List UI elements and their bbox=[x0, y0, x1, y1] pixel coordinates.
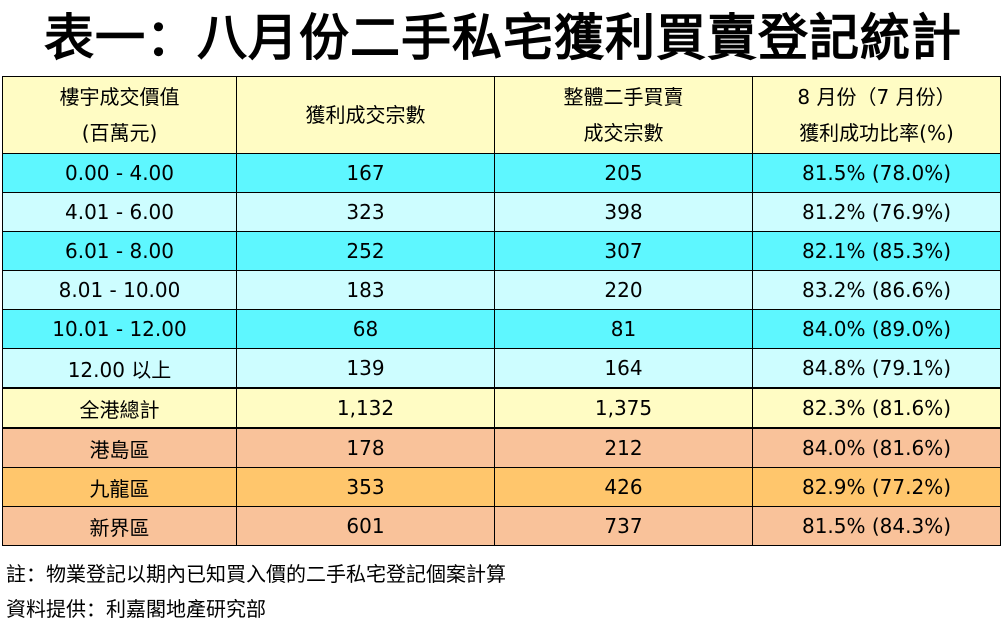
cell-range: 九龍區 bbox=[2, 467, 237, 507]
cell-profit: 601 bbox=[236, 506, 495, 546]
cell-total: 81 bbox=[494, 309, 753, 349]
cell-profit: 68 bbox=[236, 309, 495, 349]
header-success-rate: 8 月份（7 月份） 獲利成功比率(%) bbox=[752, 76, 1001, 154]
stats-table: 樓宇成交價值 (百萬元) 獲利成交宗數 整體二手買賣 成交宗數 8 月份（7 月… bbox=[2, 76, 1001, 546]
table-row: 8.01 - 10.00 183 220 83.2% (86.6%) bbox=[2, 270, 1001, 310]
cell-profit: 139 bbox=[236, 348, 495, 389]
cell-profit: 1,132 bbox=[236, 387, 495, 429]
cell-range: 8.01 - 10.00 bbox=[2, 270, 237, 310]
header-price-range: 樓宇成交價值 (百萬元) bbox=[2, 76, 237, 154]
header-price-range-line2: (百萬元) bbox=[81, 121, 158, 145]
cell-profit: 183 bbox=[236, 270, 495, 310]
cell-range: 6.01 - 8.00 bbox=[2, 231, 237, 271]
table-row: 4.01 - 6.00 323 398 81.2% (76.9%) bbox=[2, 192, 1001, 232]
cell-rate: 82.3% (81.6%) bbox=[752, 387, 1001, 429]
table-row: 10.01 - 12.00 68 81 84.0% (89.0%) bbox=[2, 309, 1001, 349]
header-profit-count: 獲利成交宗數 bbox=[236, 76, 495, 154]
cell-rate: 84.0% (81.6%) bbox=[752, 427, 1001, 468]
footnote: 註：物業登記以期內已知買入價的二手私宅登記個案計算 bbox=[6, 562, 506, 586]
cell-range: 4.01 - 6.00 bbox=[2, 192, 237, 232]
cell-profit: 167 bbox=[236, 153, 495, 193]
cell-rate: 82.9% (77.2%) bbox=[752, 467, 1001, 507]
cell-total: 426 bbox=[494, 467, 753, 507]
cell-rate: 83.2% (86.6%) bbox=[752, 270, 1001, 310]
cell-total: 220 bbox=[494, 270, 753, 310]
region-row-hk-island: 港島區 178 212 84.0% (81.6%) bbox=[2, 427, 1001, 468]
cell-rate: 81.5% (78.0%) bbox=[752, 153, 1001, 193]
header-total-count: 整體二手買賣 成交宗數 bbox=[494, 76, 753, 154]
cell-total: 737 bbox=[494, 506, 753, 546]
cell-profit: 252 bbox=[236, 231, 495, 271]
cell-rate: 84.8% (79.1%) bbox=[752, 348, 1001, 389]
header-total-count-line2: 成交宗數 bbox=[583, 121, 664, 145]
cell-total: 307 bbox=[494, 231, 753, 271]
cell-range: 0.00 - 4.00 bbox=[2, 153, 237, 193]
table-row: 12.00 以上 139 164 84.8% (79.1%) bbox=[2, 348, 1001, 389]
header-success-rate-line2: 獲利成功比率(%) bbox=[799, 121, 954, 145]
cell-range: 10.01 - 12.00 bbox=[2, 309, 237, 349]
cell-rate: 81.5% (84.3%) bbox=[752, 506, 1001, 546]
cell-total: 398 bbox=[494, 192, 753, 232]
cell-profit: 353 bbox=[236, 467, 495, 507]
cell-range: 12.00 以上 bbox=[2, 348, 237, 389]
region-row-nt: 新界區 601 737 81.5% (84.3%) bbox=[2, 506, 1001, 546]
header-price-range-line1: 樓宇成交價值 bbox=[59, 85, 180, 109]
region-row-kowloon: 九龍區 353 426 82.9% (77.2%) bbox=[2, 467, 1001, 507]
header-success-rate-line1: 8 月份（7 月份） bbox=[797, 85, 956, 109]
cell-total: 1,375 bbox=[494, 387, 753, 429]
cell-range: 港島區 bbox=[2, 427, 237, 468]
cell-rate: 84.0% (89.0%) bbox=[752, 309, 1001, 349]
cell-profit: 323 bbox=[236, 192, 495, 232]
header-profit-count-line1: 獲利成交宗數 bbox=[305, 103, 426, 127]
total-row: 全港總計 1,132 1,375 82.3% (81.6%) bbox=[2, 387, 1001, 429]
table-row: 6.01 - 8.00 252 307 82.1% (85.3%) bbox=[2, 231, 1001, 271]
table-row: 0.00 - 4.00 167 205 81.5% (78.0%) bbox=[2, 153, 1001, 193]
source-credit: 資料提供：利嘉閣地產研究部 bbox=[6, 597, 266, 621]
cell-range: 全港總計 bbox=[2, 387, 237, 429]
cell-rate: 82.1% (85.3%) bbox=[752, 231, 1001, 271]
cell-profit: 178 bbox=[236, 427, 495, 468]
table-header-row: 樓宇成交價值 (百萬元) 獲利成交宗數 整體二手買賣 成交宗數 8 月份（7 月… bbox=[2, 76, 1001, 154]
cell-rate: 81.2% (76.9%) bbox=[752, 192, 1001, 232]
cell-total: 164 bbox=[494, 348, 753, 389]
cell-total: 205 bbox=[494, 153, 753, 193]
cell-total: 212 bbox=[494, 427, 753, 468]
header-total-count-line1: 整體二手買賣 bbox=[563, 85, 684, 109]
cell-range: 新界區 bbox=[2, 506, 237, 546]
page-title: 表一：八月份二手私宅獲利買賣登記統計 bbox=[44, 9, 962, 67]
